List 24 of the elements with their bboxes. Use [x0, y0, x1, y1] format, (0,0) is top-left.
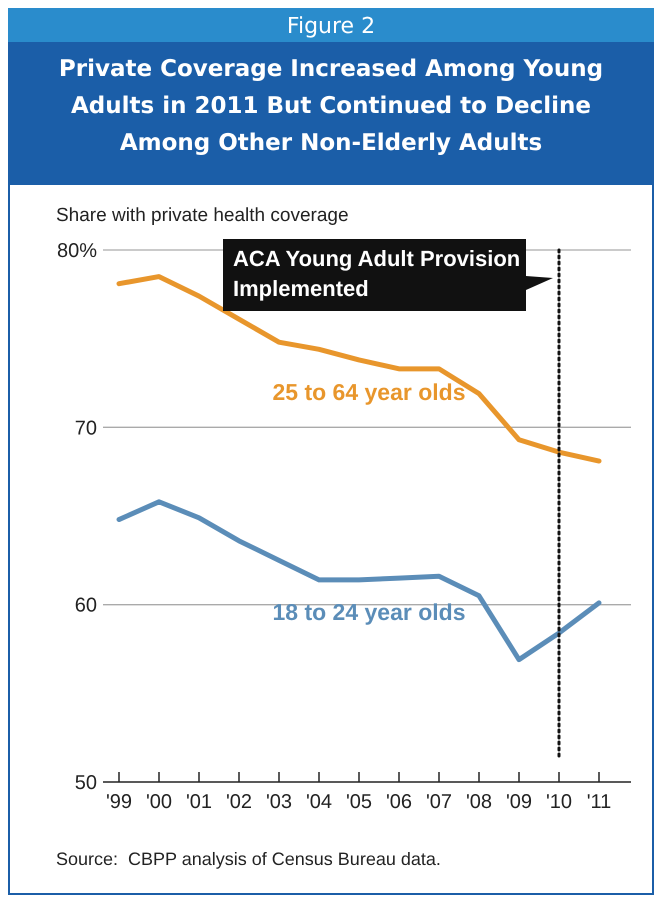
- x-tick-label: '02: [226, 791, 252, 813]
- x-tick-label: '00: [146, 791, 172, 813]
- x-tick-label: '99: [106, 791, 132, 813]
- x-tick-label: '09: [506, 791, 532, 813]
- x-tick-label: '10: [546, 791, 572, 813]
- y-tick-label: 50: [74, 772, 97, 794]
- y-tick-label: 70: [74, 417, 97, 440]
- y-axis-title: Share with private health coverage: [56, 205, 349, 226]
- y-tick-label: 60: [74, 594, 97, 617]
- y-tick-label: 80%: [56, 240, 98, 262]
- x-tick-label: '11: [586, 791, 612, 813]
- x-tick-label: '03: [266, 791, 292, 813]
- series-label: 18 to 24 year olds: [272, 598, 466, 625]
- x-tick-label: '05: [346, 791, 372, 813]
- ref-line-label: ACA Young Adult Provision Implemented: [233, 246, 520, 301]
- series-label: 25 to 64 year olds: [272, 378, 466, 405]
- source-note: Source: CBPP analysis of Census Bureau data.: [56, 849, 441, 869]
- chart-title: Figure 2: [286, 14, 376, 39]
- x-tick-label: '04: [306, 791, 332, 813]
- chart-subtitle: Private Coverage Increased Among Young Adults in 2011 But Continued to Decline Among Other Non-Elderly Adults: [58, 56, 604, 156]
- x-tick-label: '07: [426, 791, 452, 813]
- x-tick-label: '08: [466, 791, 492, 813]
- x-tick-label: '06: [386, 791, 412, 813]
- x-tick-label: '01: [186, 791, 212, 813]
